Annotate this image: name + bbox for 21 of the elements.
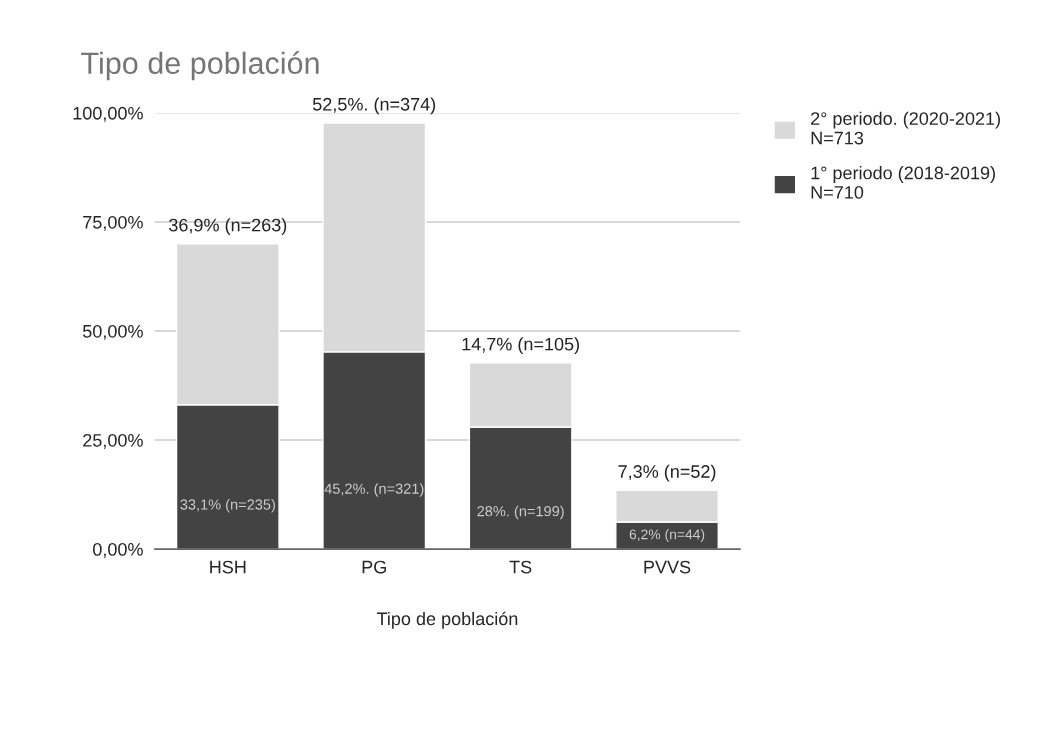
y-tick-label: 75,00% — [83, 215, 143, 231]
data-label: 7,3% (n=52) — [618, 464, 716, 482]
x-tick-label: PVVS — [644, 560, 691, 574]
data-label: 45,2%. (n=321) — [324, 483, 424, 497]
data-label: 36,9% (n=263) — [169, 218, 287, 236]
chart-title: Tipo de población — [81, 51, 319, 81]
data-label: 33,1% (n=235) — [180, 498, 275, 513]
x-axis-title: Tipo de población — [376, 611, 518, 629]
x-tick-label: HSH — [210, 560, 246, 574]
y-tick-label: 100,00% — [73, 106, 143, 122]
y-tick-label: 0,00% — [93, 543, 143, 558]
y-tick-label: 25,00% — [83, 433, 143, 449]
data-label: 14,7% (n=105) — [462, 337, 579, 355]
data-label: 28%. (n=199) — [477, 505, 564, 520]
data-label: 52,5%. (n=374) — [312, 97, 436, 115]
legend-label: 1° periodo (2018-2019) N=710 — [811, 166, 995, 199]
x-tick-label: PG — [362, 560, 386, 574]
y-tick-label: 50,00% — [82, 324, 143, 340]
x-tick-label: TS — [509, 560, 532, 574]
data-label: 6,2% (n=44) — [629, 529, 705, 543]
legend-label: 2° periodo. (2020-2021) N=713 — [811, 111, 1000, 145]
